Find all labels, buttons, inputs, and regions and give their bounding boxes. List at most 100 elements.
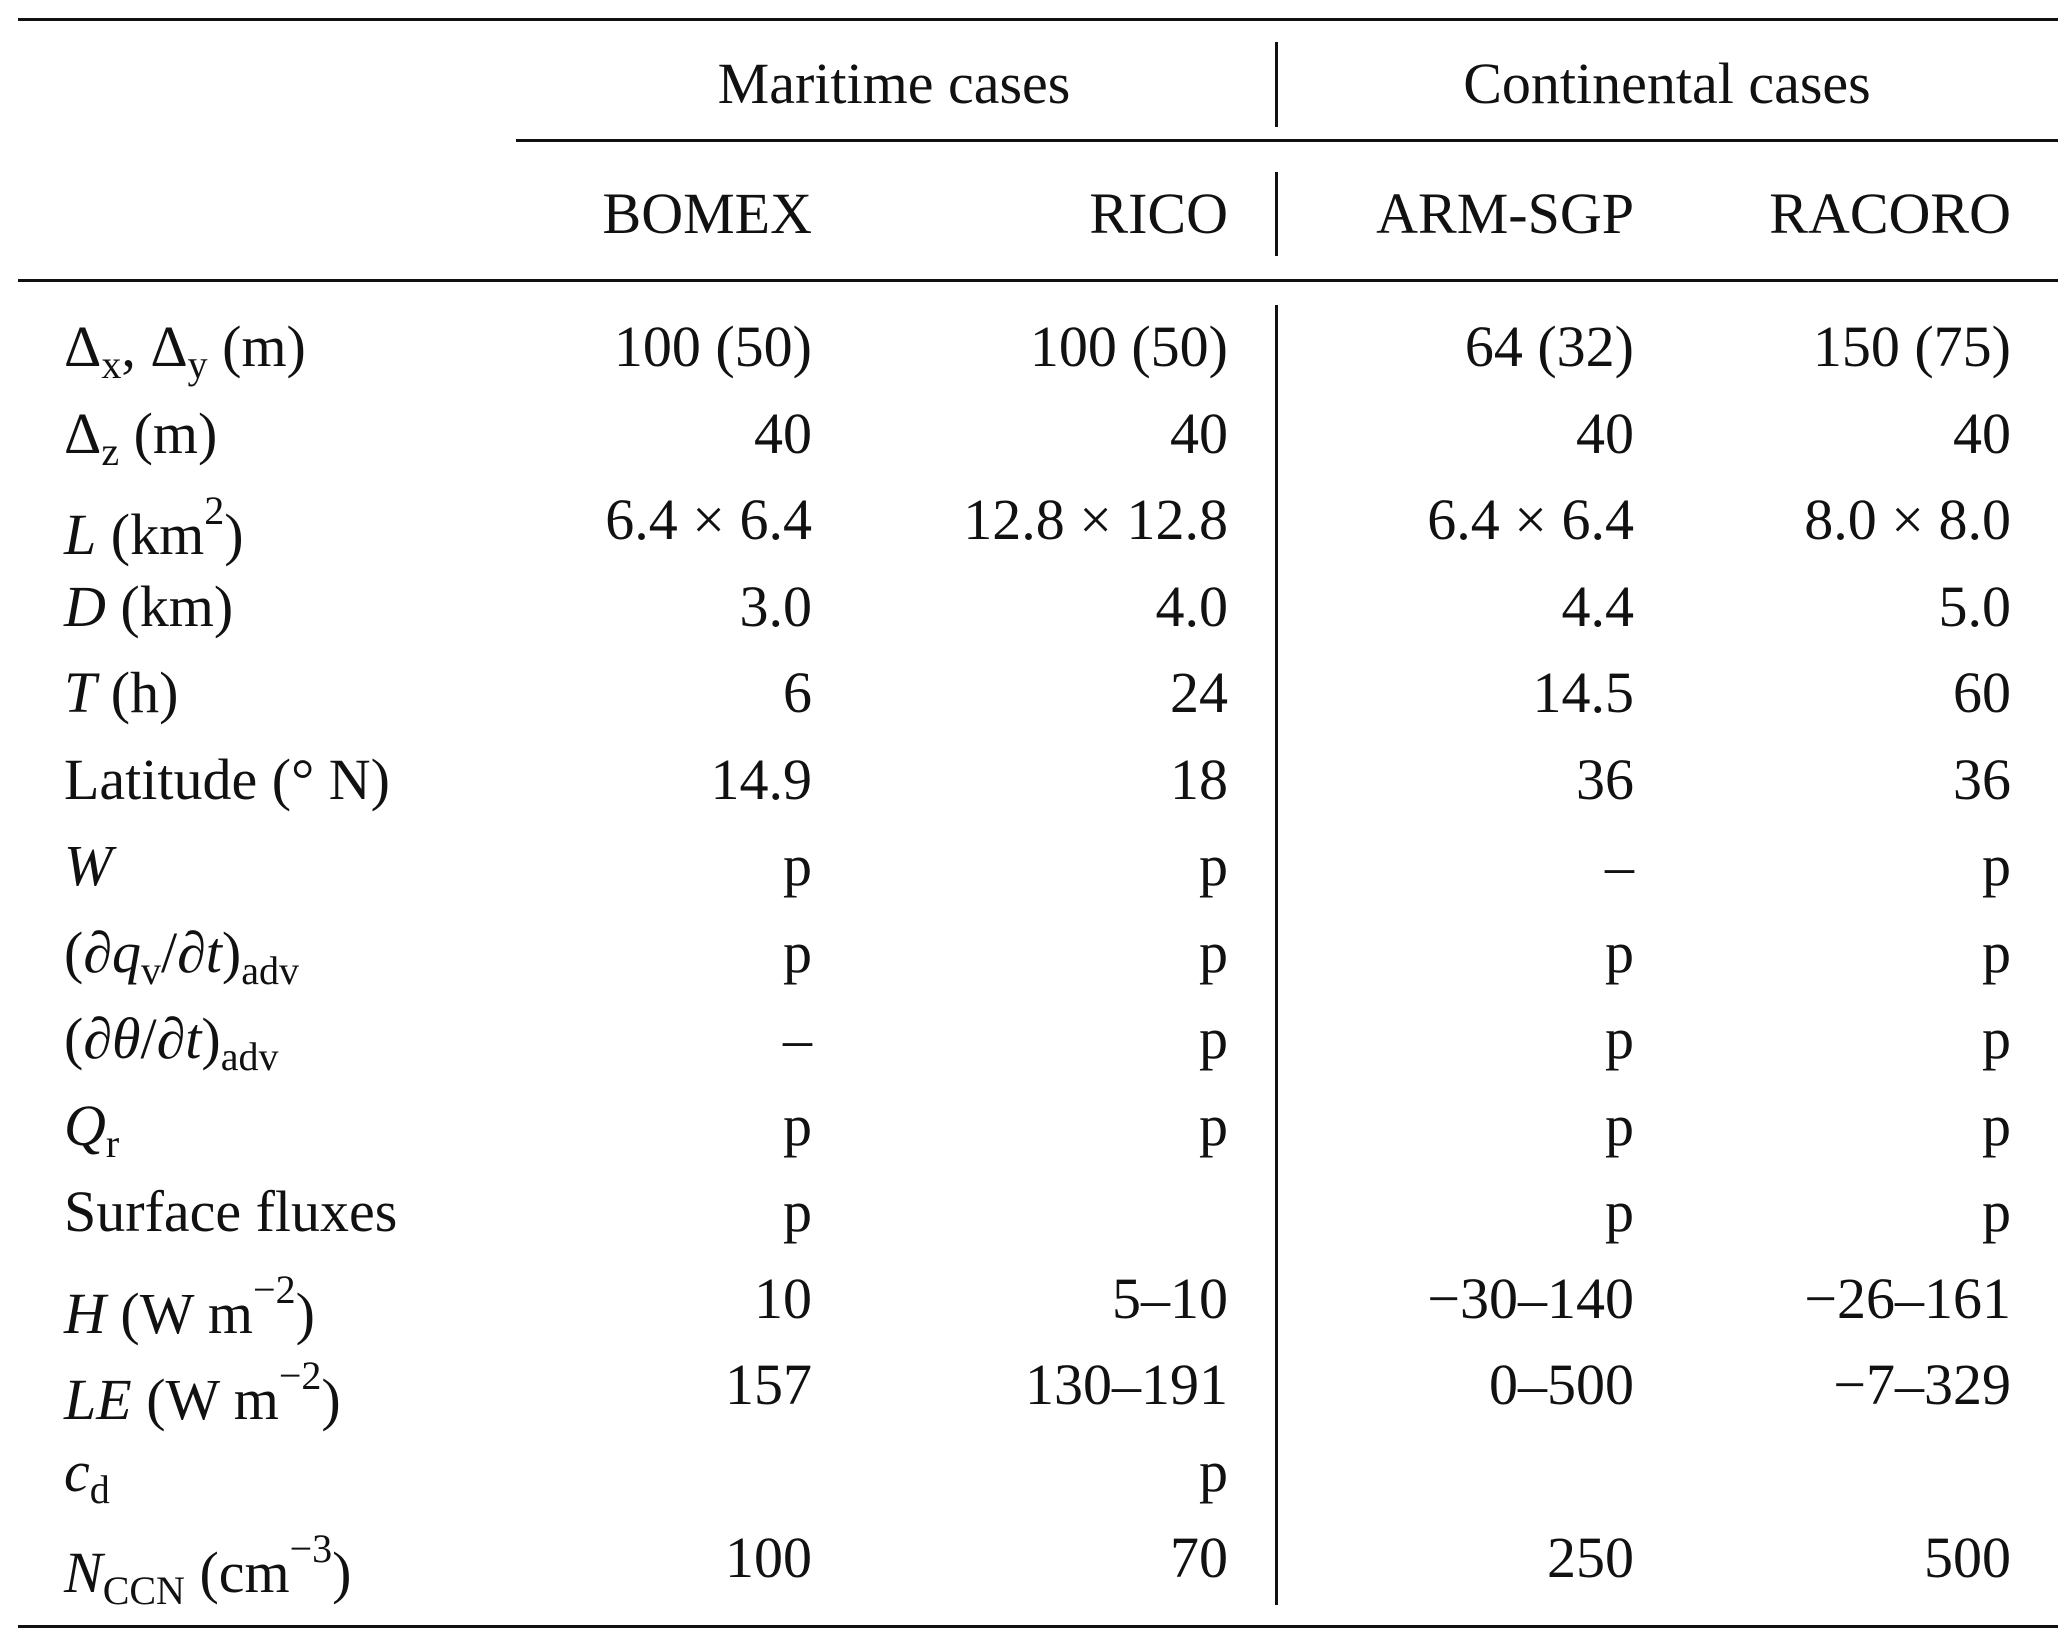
row-label: Qr	[64, 1096, 120, 1166]
label-part: /∂	[160, 919, 206, 985]
cell: 40	[1953, 400, 2011, 466]
top-rule	[18, 18, 2058, 21]
cell: 60	[1953, 660, 2011, 725]
row-label: Δz (m)	[64, 404, 217, 472]
row-label: NCCN (cm−3)	[64, 1529, 352, 1611]
cell: 3.0	[739, 573, 813, 639]
cell: p	[1982, 1092, 2011, 1158]
label-part: Q	[64, 1092, 106, 1158]
label-part: CCN	[102, 1568, 185, 1613]
cell: p	[783, 833, 812, 898]
label-part: D	[64, 573, 106, 639]
label-part: Δ	[64, 400, 102, 466]
label-part: (∂	[64, 1006, 112, 1071]
row-label: (∂qv/∂t)adv	[64, 923, 299, 993]
label-part: (km)	[105, 573, 234, 639]
cell: 6	[783, 660, 812, 725]
cell: p	[1982, 1179, 2011, 1244]
label-part: (m)	[119, 400, 218, 466]
cell: p	[783, 1092, 812, 1158]
label-part: x	[101, 342, 122, 387]
cell: p	[1199, 1438, 1228, 1504]
cell: 6.4 × 6.4	[1427, 487, 1634, 552]
cell: 36	[1576, 746, 1634, 812]
label-part: Surface fluxes	[64, 1179, 398, 1244]
cell: 157	[725, 1352, 812, 1417]
cell: p	[1982, 919, 2011, 985]
row-label: T (h)	[64, 664, 178, 722]
label-part: H	[64, 1280, 106, 1346]
label-part: (cm	[184, 1540, 290, 1605]
label-part: )	[224, 502, 244, 567]
cell: 100	[725, 1525, 812, 1590]
cell: 14.9	[710, 746, 813, 812]
label-part: N	[64, 1540, 103, 1605]
column-header: BOMEX	[602, 181, 812, 246]
cell: 100 (50)	[613, 314, 812, 379]
cell: 4.4	[1561, 573, 1635, 639]
column-divider	[1275, 305, 1278, 1605]
label-part: /∂	[140, 1006, 186, 1071]
label-part: L	[64, 502, 97, 567]
row-label: Latitude (° N)	[64, 750, 390, 809]
cell: 5–10	[1112, 1265, 1228, 1331]
cell: –	[1605, 833, 1634, 898]
label-part: d	[89, 1466, 110, 1512]
row-label: cd	[64, 1442, 110, 1512]
label-part: q	[111, 919, 141, 985]
cell: p	[1982, 1006, 2011, 1071]
label-part: (h)	[96, 660, 179, 725]
label-part: LE	[64, 1367, 132, 1432]
cell: −7–329	[1833, 1352, 2011, 1417]
header-rule	[18, 279, 2058, 282]
label-part: (W m	[131, 1367, 279, 1432]
cell: 250	[1547, 1525, 1634, 1590]
label-part: t	[185, 1006, 202, 1071]
cell: *	[0, 1617, 2011, 1640]
cell: p	[1605, 919, 1634, 985]
cell: 14.5	[1532, 660, 1635, 725]
cell: p	[1605, 1179, 1634, 1244]
cell: 18	[1170, 746, 1228, 812]
label-part: )	[332, 1540, 352, 1605]
label-part: (W m	[105, 1280, 254, 1346]
label-part: (m)	[207, 314, 306, 379]
label-part: Latitude (° N)	[64, 746, 390, 812]
cell: 64 (32)	[1464, 314, 1634, 379]
cell: −30–140	[1427, 1265, 1634, 1331]
label-part: (∂	[64, 919, 112, 985]
label-part: (km	[96, 502, 205, 567]
cell: p	[1982, 833, 2011, 898]
group-header: Maritime cases	[717, 51, 1071, 116]
label-part: 2	[204, 488, 225, 533]
cell: 8.0 × 8.0	[1804, 487, 2011, 552]
cell: 150 (75)	[1812, 314, 2011, 379]
column-divider	[1275, 42, 1278, 127]
label-part: −2	[253, 1266, 296, 1312]
row-label: (∂θ/∂t)adv	[64, 1010, 278, 1077]
column-divider	[1275, 172, 1278, 256]
label-part: θ	[111, 1006, 141, 1071]
row-label: D (km)	[64, 577, 233, 636]
column-header: RACORO	[1769, 181, 2011, 246]
cell: p	[783, 1179, 812, 1244]
label-part: Δ	[64, 314, 102, 379]
cell: 6.4 × 6.4	[605, 487, 812, 552]
label-part: t	[205, 919, 222, 985]
label-part: y	[187, 342, 208, 387]
cell: –	[783, 1006, 812, 1071]
cell: −26–161	[1804, 1265, 2011, 1331]
label-part: r	[105, 1120, 120, 1166]
column-header: RICO	[1089, 181, 1228, 246]
cell: 500	[1924, 1525, 2011, 1590]
cell: p	[1199, 1092, 1228, 1158]
cell: p	[1199, 833, 1228, 898]
row-label: LE (W m−2)	[64, 1356, 341, 1429]
cell: 4.0	[1155, 573, 1229, 639]
cell: p	[1605, 1092, 1634, 1158]
column-header: ARM-SGP	[1376, 181, 1634, 246]
row-label: W	[64, 837, 112, 895]
group-rule	[516, 139, 2058, 142]
label-part: v	[140, 947, 161, 993]
